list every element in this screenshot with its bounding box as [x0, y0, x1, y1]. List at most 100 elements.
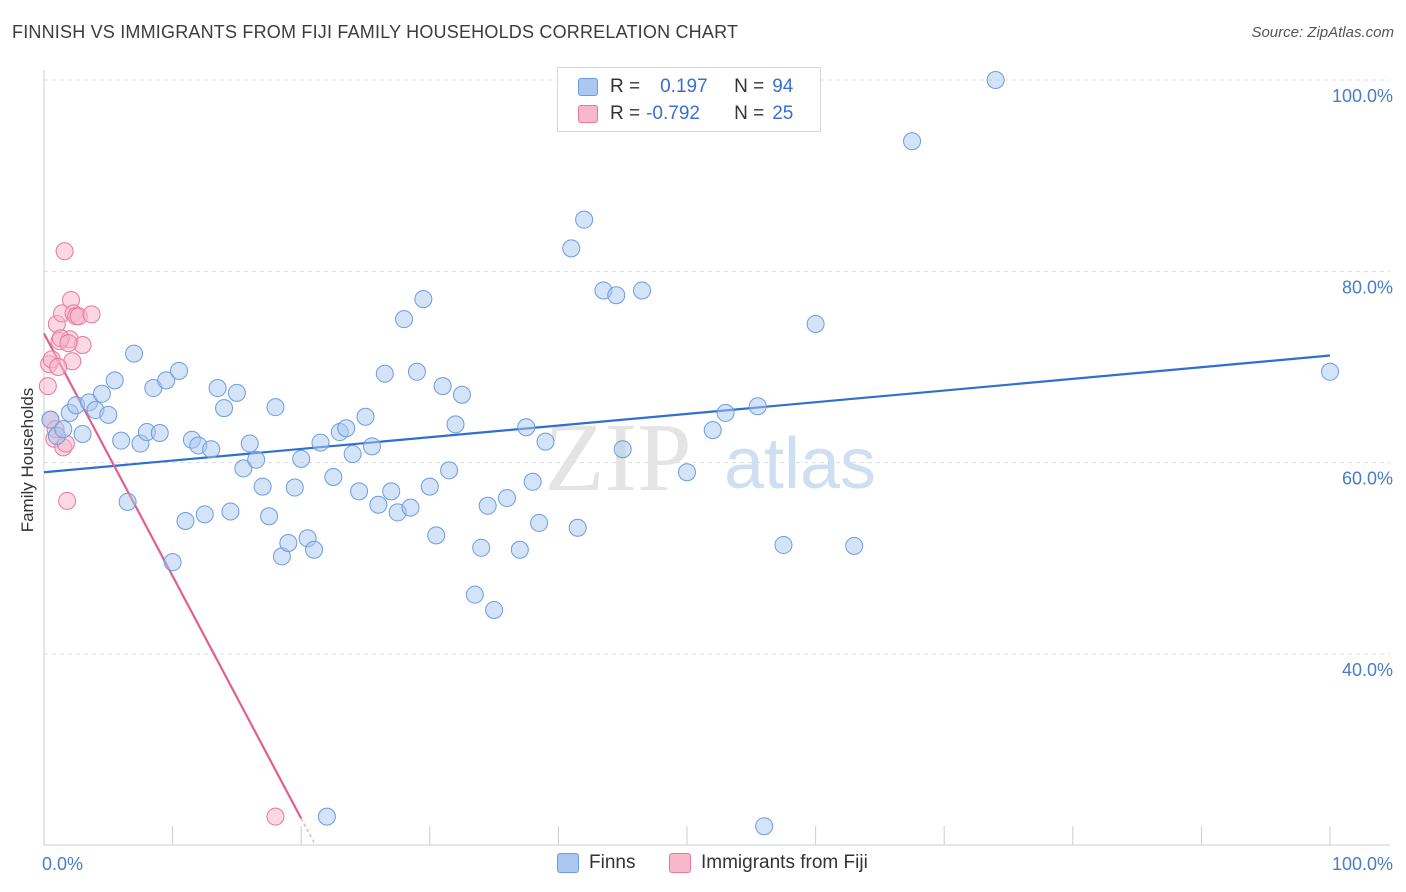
- finns-point: [568, 518, 587, 537]
- finns-point: [478, 496, 497, 515]
- finns-legend-swatch: [557, 853, 579, 873]
- legend-row-finns: R = 0.197 N = 94: [578, 75, 793, 99]
- finns-point: [407, 362, 426, 381]
- tick-labels: 100.0% 80.0% 60.0% 40.0% 0.0% 100.0%: [42, 86, 1393, 874]
- x-tick-label: 0.0%: [42, 854, 83, 874]
- finns-point: [362, 437, 381, 456]
- finns-point: [427, 526, 446, 545]
- finns-point: [118, 492, 137, 511]
- finns-point: [440, 461, 459, 480]
- source-label: Source: ZipAtlas.com: [1251, 24, 1394, 41]
- finns-point: [195, 505, 214, 524]
- fiji-point: [82, 305, 101, 324]
- finns-point: [986, 71, 1005, 89]
- series-legend: Finns Immigrants from Fiji: [0, 852, 1406, 876]
- finns-point: [517, 418, 536, 437]
- finns-point: [247, 450, 266, 469]
- finns-point: [562, 239, 581, 258]
- legend-r-value: -0.792: [646, 103, 700, 124]
- fiji-swatch: [578, 105, 598, 123]
- axes: [43, 70, 1390, 846]
- finns-point: [485, 600, 504, 619]
- finns-point: [112, 431, 131, 450]
- finns-point: [536, 432, 555, 451]
- finns-point: [253, 477, 272, 496]
- legend-n-value: 94: [772, 76, 794, 97]
- legend-label-finns: Finns: [589, 852, 636, 873]
- finns-point: [285, 478, 304, 497]
- finns-point: [472, 538, 491, 557]
- finns-point: [202, 440, 221, 459]
- finns-point: [703, 421, 722, 440]
- finns-point: [401, 498, 420, 517]
- finns-point: [221, 502, 240, 521]
- finns-point: [324, 468, 343, 487]
- fiji-point: [58, 491, 77, 510]
- series-finns-points: [41, 71, 1339, 836]
- y-tick-label: 60.0%: [1342, 469, 1393, 489]
- finns-point: [748, 397, 767, 416]
- fiji-trendline-extension: [300, 818, 315, 843]
- finns-point: [452, 385, 471, 404]
- finns-point: [414, 290, 433, 309]
- finns-point: [215, 399, 234, 418]
- watermark-atlas: atlas: [724, 424, 876, 504]
- legend-label-fiji: Immigrants from Fiji: [701, 852, 868, 873]
- legend-row-fiji: R = -0.792 N = 25: [578, 102, 793, 126]
- finns-point: [317, 807, 336, 826]
- finns-point: [369, 495, 388, 514]
- finns-point: [575, 210, 594, 229]
- y-tick-label: 100.0%: [1332, 86, 1393, 106]
- finns-point: [903, 132, 922, 151]
- finns-point: [510, 540, 529, 559]
- finns-point: [92, 384, 111, 403]
- y-tick-label: 80.0%: [1342, 277, 1393, 297]
- finns-point: [234, 459, 253, 478]
- finns-point: [1321, 362, 1339, 381]
- finns-point: [305, 540, 324, 559]
- finns-point: [41, 410, 60, 429]
- finns-point: [125, 344, 144, 363]
- finns-point: [73, 424, 92, 443]
- finns-point: [279, 534, 298, 553]
- watermark-zip: ZIP: [545, 404, 692, 512]
- fiji-point: [38, 377, 57, 396]
- legend-r-value: 0.197: [660, 76, 708, 97]
- fiji-point: [59, 334, 78, 353]
- finns-point: [176, 512, 195, 531]
- finns-point: [678, 463, 696, 482]
- finns-point: [382, 482, 401, 501]
- finns-point: [150, 424, 169, 443]
- finns-point: [266, 398, 285, 417]
- legend-n-label: N =: [734, 76, 765, 97]
- fiji-point: [266, 807, 285, 826]
- finns-point: [632, 281, 651, 300]
- finns-point: [755, 817, 774, 836]
- finns-point: [208, 379, 227, 398]
- finns-point: [157, 371, 176, 390]
- finns-point: [607, 286, 626, 305]
- finns-point: [337, 419, 356, 438]
- finns-swatch: [578, 78, 598, 96]
- finns-point: [523, 472, 542, 491]
- chart-title: FINNISH VS IMMIGRANTS FROM FIJI FAMILY H…: [12, 22, 739, 42]
- fiji-legend-swatch: [669, 853, 691, 873]
- watermark: ZIP atlas: [545, 404, 877, 512]
- finns-point: [163, 553, 182, 572]
- legend-r-label: R =: [610, 103, 641, 124]
- fiji-trendline: [43, 333, 303, 820]
- fiji-point: [49, 358, 68, 376]
- legend-item-finns[interactable]: Finns: [557, 852, 635, 874]
- finns-point: [530, 513, 549, 532]
- finns-point: [292, 449, 311, 468]
- finns-point: [350, 482, 369, 501]
- gridlines: [44, 79, 1390, 655]
- legend-item-fiji[interactable]: Immigrants from Fiji: [669, 852, 868, 874]
- finns-point: [497, 489, 516, 508]
- fiji-point: [55, 242, 74, 261]
- finns-point: [311, 433, 330, 452]
- finns-point: [806, 314, 825, 333]
- finns-point: [375, 364, 394, 383]
- finns-point: [613, 440, 632, 459]
